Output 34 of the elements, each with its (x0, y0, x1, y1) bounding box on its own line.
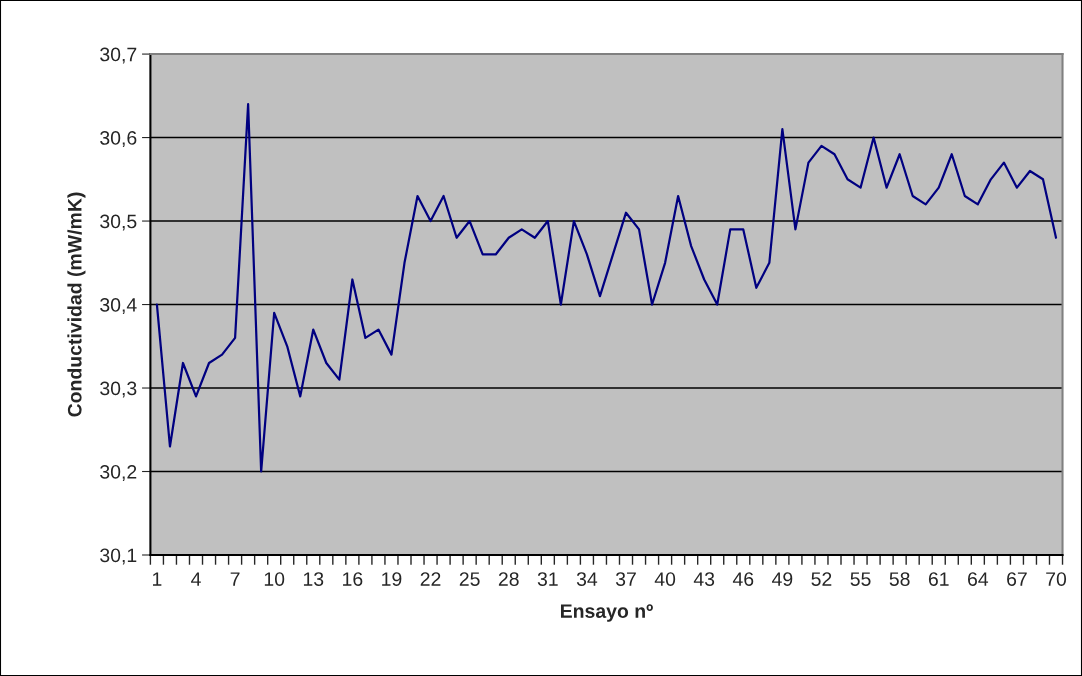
x-tick-label: 46 (732, 572, 754, 586)
x-tick-label: 49 (772, 572, 793, 586)
x-tick-label: 10 (264, 572, 285, 586)
x-tick-label: 64 (968, 572, 989, 586)
y-tick-label: 30,2 (100, 464, 137, 482)
x-tick-label: 58 (889, 572, 910, 586)
y-tick-label: 30,5 (100, 214, 137, 231)
y-tick-label: 30,4 (100, 298, 137, 315)
x-tick-label: 70 (1046, 572, 1067, 586)
x-tick-label: 43 (693, 572, 715, 586)
y-tick-label: 30,3 (100, 381, 137, 398)
line-series (155, 103, 1058, 473)
x-tick-label: 13 (303, 572, 324, 586)
x-tick-label: 7 (230, 572, 240, 586)
x-axis-title: Ensayo nº (560, 604, 653, 622)
x-tick-label: 22 (420, 572, 441, 586)
x-tick-label: 55 (850, 572, 871, 586)
x-tick-label: 31 (537, 572, 558, 586)
x-tick-label: 37 (615, 572, 636, 586)
x-tick-label: 25 (459, 572, 480, 586)
y-tick-label: 30,7 (100, 47, 137, 64)
x-tick-label: 1 (152, 572, 162, 586)
x-tick-label: 67 (1007, 572, 1027, 586)
x-tick-label: 16 (343, 572, 363, 586)
x-tick-label: 19 (382, 572, 402, 586)
x-tick-label: 4 (191, 572, 201, 586)
x-tick-label: 34 (576, 572, 598, 586)
y-tick-label: 30,6 (100, 131, 137, 148)
y-axis-title: Conductividad (mW/mK) (67, 192, 86, 417)
y-tick-label: 30,1 (100, 548, 137, 565)
x-tick-label: 40 (654, 572, 676, 586)
x-tick-label: 28 (498, 572, 519, 586)
x-tick-label: 52 (811, 572, 832, 586)
x-tick-label: 61 (928, 572, 949, 586)
